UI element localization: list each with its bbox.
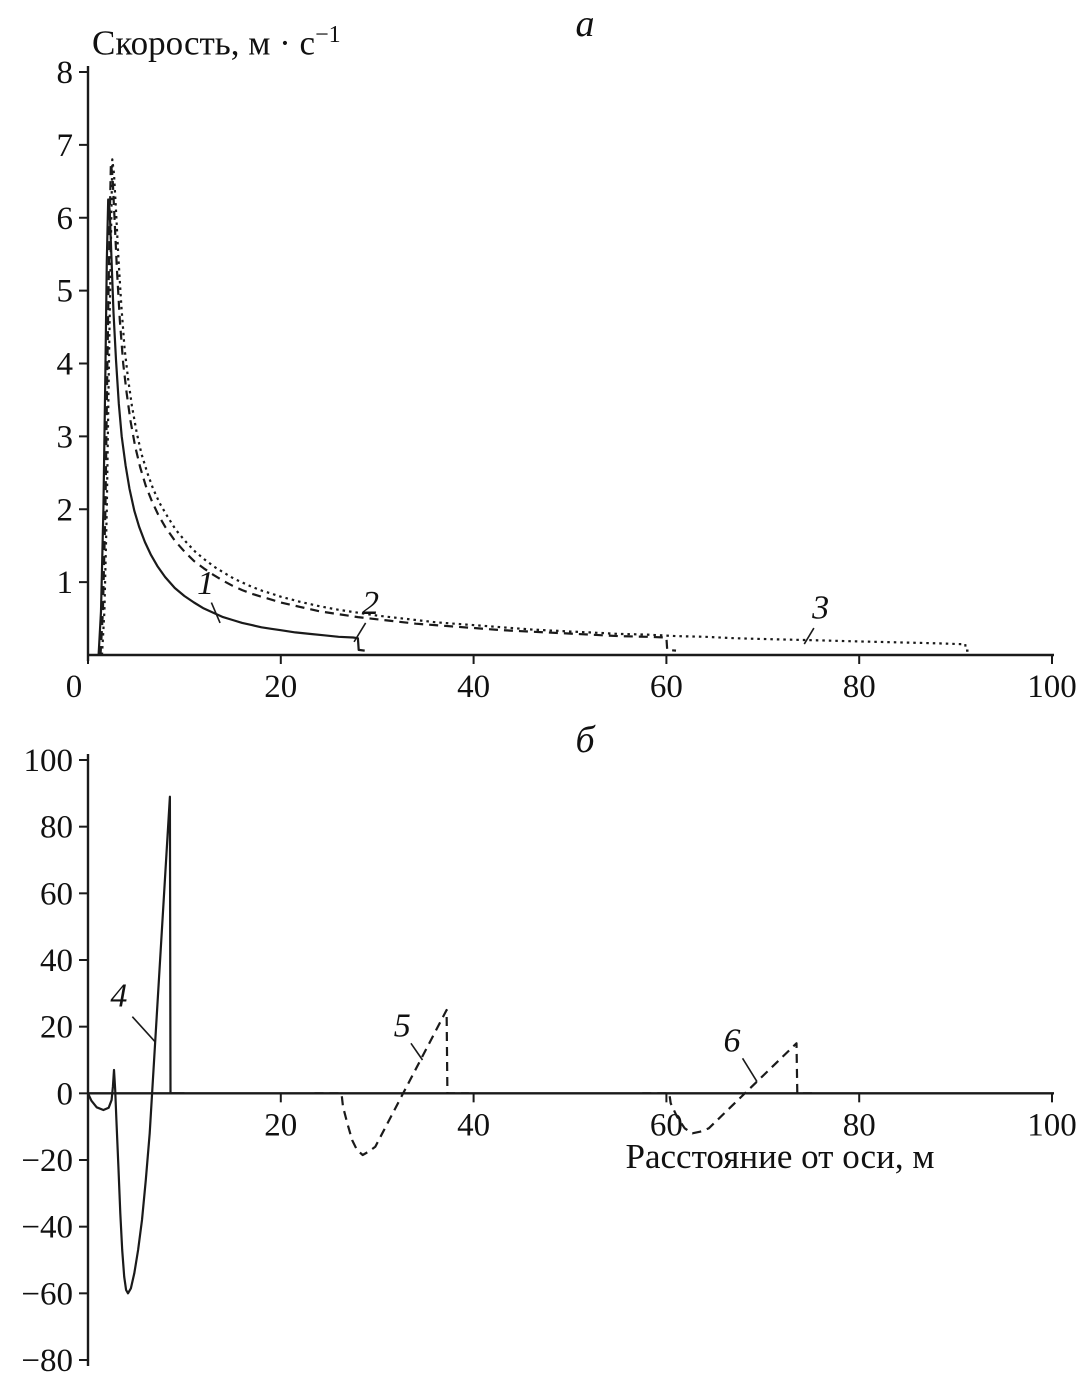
y-tick-label: 0: [57, 1076, 74, 1112]
curve-label-leader: [353, 622, 367, 643]
x-tick-label: 40: [457, 669, 490, 700]
x-tick-label: 0: [66, 669, 83, 700]
curve-1: [97, 198, 365, 656]
x-tick-label: 20: [264, 669, 297, 700]
y-tick-label: 5: [57, 274, 74, 310]
y-tick-label: 60: [40, 876, 73, 912]
panel-a-title: а: [575, 3, 595, 45]
y-tick-label: 20: [40, 1010, 73, 1046]
curve-label-5: 5: [394, 1008, 411, 1045]
x-tick-label: 100: [1027, 669, 1077, 700]
y-tick-label: 1: [57, 565, 74, 601]
curve-label-leader: [210, 602, 221, 624]
curve-label-leader: [410, 1042, 424, 1061]
curve-label-1: 1: [197, 565, 214, 602]
x-tick-label: 40: [457, 1107, 490, 1143]
curve-label-leader: [741, 1057, 758, 1083]
panel-b-chart: 20 40 60 80 100 −80 −60 −40 −20 0 20 40 60 80 100 4 5 6: [21, 743, 1077, 1379]
curve-label-6: 6: [723, 1023, 740, 1060]
curve-3: [100, 158, 971, 656]
y-tick-label: −40: [21, 1210, 73, 1246]
panel-a-ylabel-superscript: −1: [315, 22, 341, 48]
y-tick-label: −20: [21, 1143, 73, 1179]
y-tick-label: 3: [57, 419, 74, 455]
panel-b-title: б: [575, 719, 595, 761]
y-tick-label: −80: [21, 1343, 73, 1379]
y-tick-label: 100: [24, 743, 74, 779]
panel-a-ylabel: Скорость, м · с−1: [92, 22, 341, 63]
y-tick-label: 7: [57, 128, 74, 164]
x-tick-label: 100: [1027, 1107, 1077, 1143]
y-tick-label: 4: [57, 347, 74, 383]
panel-a-chart: 0 20 40 60 80 100 1 2 3 4 5 6 7 8 1 2 3: [57, 55, 1077, 700]
curve-4: [87, 795, 185, 1295]
y-tick-label: 2: [57, 492, 74, 528]
y-tick-label: 6: [57, 201, 74, 237]
x-tick-label: 20: [264, 1107, 297, 1143]
y-tick-label: 8: [57, 55, 74, 91]
curve-5: [314, 1008, 469, 1157]
curve-6: [642, 1042, 816, 1135]
curve-2: [99, 162, 677, 656]
y-tick-label: 80: [40, 810, 73, 846]
panel-b-xlabel: Расстояние от оси, м: [625, 1137, 935, 1176]
y-tick-label: −60: [21, 1276, 73, 1312]
x-tick-label: 80: [843, 1107, 876, 1143]
x-tick-label: 60: [650, 1107, 683, 1143]
x-tick-label: 60: [650, 669, 683, 700]
curve-label-2: 2: [362, 585, 379, 622]
curve-label-4: 4: [110, 978, 127, 1015]
curve-label-leader: [803, 627, 815, 645]
curve-label-leader: [131, 1016, 156, 1043]
y-tick-label: 40: [40, 943, 73, 979]
curve-label-3: 3: [811, 590, 829, 627]
x-tick-label: 80: [843, 669, 876, 700]
panel-a-ylabel-text: Скорость, м · с: [92, 23, 316, 63]
